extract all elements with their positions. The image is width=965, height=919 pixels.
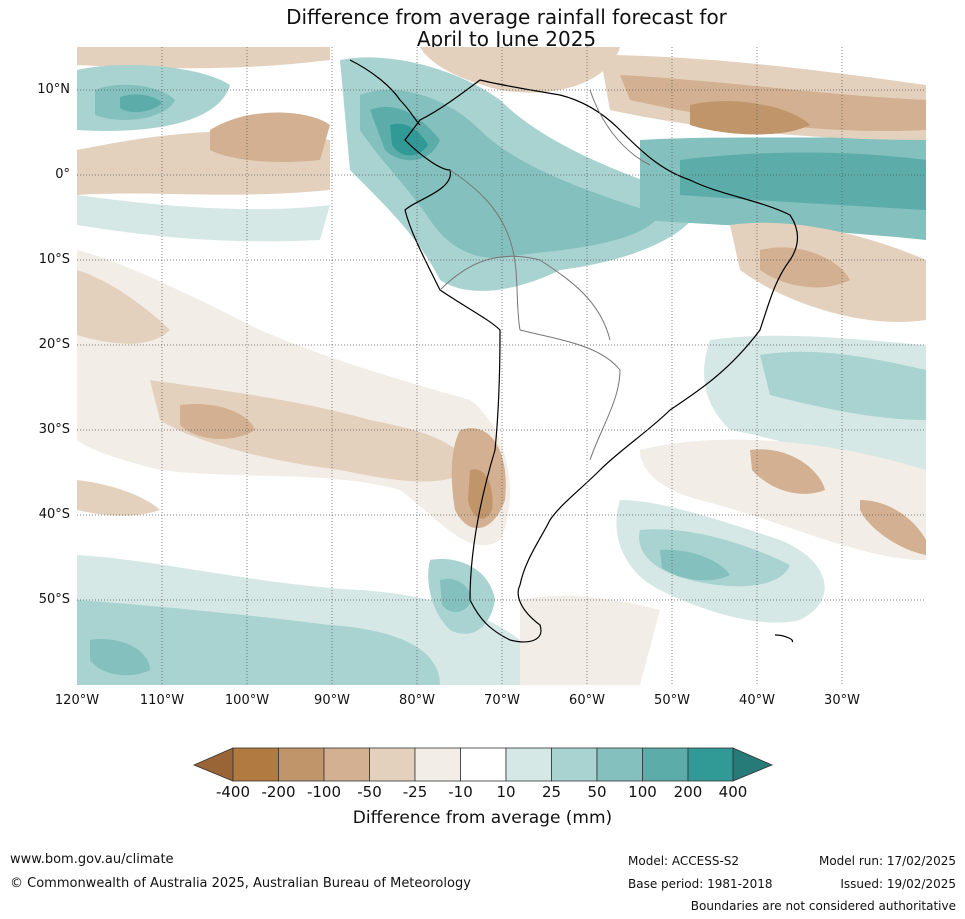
coastline [349, 59, 799, 643]
longitude-label: 90°W [314, 693, 350, 708]
colorbar-tick: 50 [587, 783, 607, 801]
map-subtitle: April to June 2025 [416, 27, 597, 51]
colorbar-label: Difference from average (mm) [352, 808, 613, 828]
colorbar [192, 747, 774, 782]
colorbar-tick: -100 [306, 783, 342, 801]
country-borders [439, 89, 651, 461]
colorbar-swatch [460, 747, 507, 782]
anomaly-shading [77, 47, 926, 685]
base-period: Base period: 1981-2018 [628, 877, 773, 891]
colorbar-swatch [732, 747, 774, 782]
model-name: Model: ACCESS-S2 [628, 854, 740, 868]
longitude-label: 70°W [484, 693, 520, 708]
colorbar-tick: 200 [673, 783, 703, 801]
map-title: Difference from average rainfall forecas… [286, 5, 727, 29]
longitude-label: 30°W [824, 693, 860, 708]
latitude-label: 40°S [38, 507, 70, 522]
latitude-label: 10°N [37, 82, 70, 97]
longitude-label: 60°W [569, 693, 605, 708]
colorbar-tick: 10 [496, 783, 516, 801]
longitude-label: 80°W [399, 693, 435, 708]
colorbar-tick: 25 [541, 783, 562, 801]
colorbar-tick: -25 [402, 783, 428, 801]
model-run-date: Model run: 17/02/2025 [818, 854, 956, 868]
colorbar-swatch [551, 747, 598, 782]
colorbar-tick: -50 [357, 783, 382, 801]
colorbar-swatch [278, 747, 325, 782]
colorbar-swatch [192, 747, 234, 782]
colorbar-swatch [596, 747, 643, 782]
issued-date: Issued: 19/02/2025 [840, 877, 956, 891]
colorbar-tick: 100 [628, 783, 657, 801]
longitude-label: 110°W [139, 693, 185, 708]
colorbar-tick: -400 [215, 783, 251, 801]
colorbar-tick: 400 [718, 783, 748, 801]
colorbar-swatch [232, 747, 279, 782]
longitude-label: 40°W [739, 693, 775, 708]
latitude-label: 20°S [38, 337, 70, 352]
latitude-label: 10°S [38, 252, 70, 267]
colorbar-tick: -10 [448, 783, 473, 801]
colorbar-swatch [369, 747, 416, 782]
latitude-label: 30°S [38, 422, 70, 437]
latitude-label: 50°S [38, 592, 70, 607]
boundaries-disclaimer: Boundaries are not considered authoritat… [690, 899, 956, 913]
copyright-notice: © Commonwealth of Australia 2025, Austra… [10, 876, 471, 891]
colorbar-swatch [642, 747, 689, 782]
colorbar-swatch [687, 747, 734, 782]
colorbar-swatch [323, 747, 370, 782]
colorbar-swatch [414, 747, 461, 782]
longitude-label: 50°W [654, 693, 690, 708]
source-url[interactable]: www.bom.gov.au/climate [10, 852, 174, 867]
colorbar-swatch [505, 747, 552, 782]
longitude-label: 100°W [224, 693, 270, 708]
colorbar-tick: -200 [261, 783, 296, 801]
longitude-label: 120°W [54, 693, 100, 708]
graticule [77, 47, 926, 685]
latitude-label: 0° [55, 167, 70, 182]
